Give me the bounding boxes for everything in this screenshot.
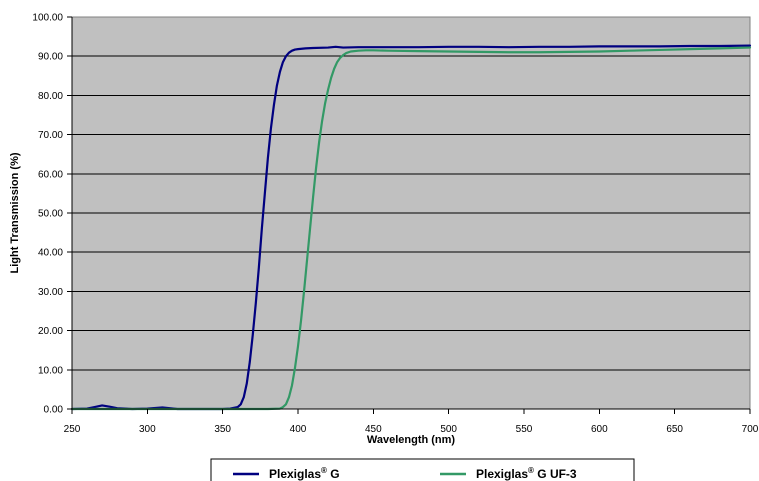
axes xyxy=(67,16,751,414)
y-tick-label: 50.00 xyxy=(38,209,63,220)
gridlines xyxy=(72,55,750,371)
x-tick-label: 550 xyxy=(516,424,533,435)
x-tick-label: 450 xyxy=(365,424,382,435)
x-tick-label: 400 xyxy=(290,424,307,435)
y-tick-labels: 0.00 10.00 20.00 30.00 40.00 50.00 60.00 70.00 8… xyxy=(32,13,63,416)
y-tick-label: 40.00 xyxy=(38,248,63,259)
x-tick-label: 650 xyxy=(666,424,683,435)
y-tick-label: 30.00 xyxy=(38,287,63,298)
y-tick-label: 0.00 xyxy=(44,405,64,416)
x-axis-title: Wavelength (nm) xyxy=(367,434,456,446)
x-tick-label: 250 xyxy=(64,424,81,435)
y-tick-label: 90.00 xyxy=(38,52,63,63)
y-tick-label: 100.00 xyxy=(32,13,63,24)
series-lines xyxy=(70,44,752,411)
legend-box xyxy=(210,458,635,481)
series-line-plexiglas-g-uf3 xyxy=(70,46,752,411)
legend: Plexiglas® G Plexiglas® G UF-3 xyxy=(210,458,635,481)
x-tick-label: 350 xyxy=(214,424,231,435)
x-tick-label: 500 xyxy=(440,424,457,435)
x-tick-label: 300 xyxy=(139,424,156,435)
y-axis-title: Light Transmission (%) xyxy=(9,152,21,273)
y-tick-label: 80.00 xyxy=(38,91,63,102)
x-tick-label: 700 xyxy=(742,424,759,435)
y-tick-label: 60.00 xyxy=(38,169,63,180)
y-tick-label: 70.00 xyxy=(38,130,63,141)
y-tick-label: 10.00 xyxy=(38,365,63,376)
x-tick-label: 600 xyxy=(591,424,608,435)
legend-label-plexiglas-g-uf3: Plexiglas® G UF-3 xyxy=(476,466,577,481)
legend-label-plexiglas-g: Plexiglas® G xyxy=(269,466,340,481)
x-tick-labels: 250 300 350 400 450 500 550 600 650 700 xyxy=(64,424,759,435)
y-tick-label: 20.00 xyxy=(38,326,63,337)
